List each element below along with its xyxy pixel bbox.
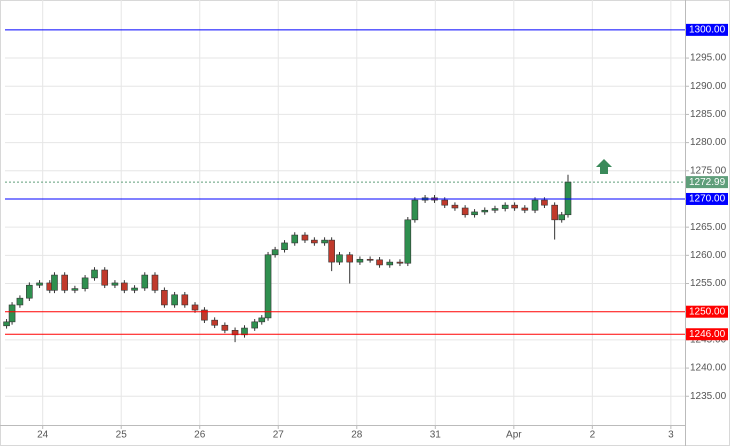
candle-body <box>51 274 58 291</box>
price-tag <box>686 176 728 189</box>
price-tag-label: 1246.00 <box>689 329 726 340</box>
y-tick-label: 1280.00 <box>690 137 727 148</box>
y-tick-label: 1255.00 <box>690 278 727 289</box>
candle-body <box>101 269 109 286</box>
plot-layer: 242526272831Apr231235.001240.001245.0012… <box>3 0 727 441</box>
candle-body <box>191 304 199 311</box>
candle-body <box>441 199 449 206</box>
candle-body <box>211 319 218 326</box>
y-tick-label: 1240.00 <box>690 363 727 374</box>
price-tag <box>686 328 728 341</box>
candle-body <box>131 287 138 291</box>
x-tick-label: 3 <box>668 430 674 441</box>
candle-body <box>291 234 299 244</box>
candle-body <box>481 209 489 213</box>
candle-body <box>171 294 178 306</box>
candle-body <box>404 219 412 264</box>
candle-body <box>121 282 128 291</box>
candle-body <box>201 309 208 321</box>
candle-body <box>386 261 394 266</box>
price-tag-label: 1250.00 <box>689 306 726 317</box>
candle-body <box>336 254 343 263</box>
price-tag-label: 1272.99 <box>689 177 726 188</box>
candle-body <box>461 207 469 216</box>
x-tick-label: 28 <box>351 430 363 441</box>
x-tick-label: 25 <box>116 430 128 441</box>
y-tick-label: 1295.00 <box>690 53 727 64</box>
candle-body <box>61 274 68 291</box>
candle-body <box>26 284 33 299</box>
candle-body <box>346 254 354 263</box>
x-tick-label: Apr <box>506 430 522 441</box>
candle-body <box>264 254 272 319</box>
candle-body <box>376 259 383 266</box>
candle-body <box>321 239 328 244</box>
candle-body <box>3 321 10 327</box>
y-tick-label: 1285.00 <box>690 109 727 120</box>
candle-body <box>151 274 159 291</box>
candle-body <box>471 211 478 216</box>
candle-body <box>531 199 539 211</box>
candle-body <box>551 204 558 221</box>
y-tick-label: 1265.00 <box>690 222 727 233</box>
candle-body <box>161 289 168 306</box>
x-tick-label: 26 <box>194 430 206 441</box>
buy-arrow <box>596 159 612 174</box>
candle-body <box>558 214 566 221</box>
candle-body <box>36 282 43 286</box>
candle-body <box>328 239 335 263</box>
candle-body <box>356 258 364 263</box>
x-tick-label: 24 <box>37 430 49 441</box>
candle-body <box>251 321 258 329</box>
candle-body <box>366 258 374 261</box>
price-tag <box>686 192 728 205</box>
candle-body <box>81 277 89 289</box>
price-tag-label: 1270.00 <box>689 194 726 205</box>
price-tag-label: 1300.00 <box>689 25 726 36</box>
candle-body <box>301 234 309 241</box>
candle-body <box>411 199 419 221</box>
candle-body <box>221 324 229 331</box>
y-tick-label: 1275.00 <box>690 165 727 176</box>
candle-body <box>396 261 404 264</box>
candle-body <box>451 204 459 209</box>
x-tick-label: 2 <box>590 430 596 441</box>
y-tick-label: 1235.00 <box>690 391 727 402</box>
candle-body <box>564 181 572 216</box>
candle-body <box>521 207 529 211</box>
candle-body <box>8 304 16 323</box>
candle-body <box>111 282 119 286</box>
y-tick-label: 1260.00 <box>690 250 727 261</box>
candle-body <box>71 288 79 291</box>
price-tag <box>686 23 728 36</box>
candle-body <box>281 242 288 251</box>
candle-body <box>181 294 189 306</box>
candle-body <box>311 239 318 244</box>
x-tick-label: 27 <box>273 430 285 441</box>
candle-body <box>16 297 24 306</box>
x-tick-label: 31 <box>430 430 442 441</box>
candle-body <box>141 274 149 289</box>
candle-body <box>91 269 98 279</box>
candle-body <box>241 327 248 336</box>
candle-body <box>491 208 499 211</box>
candle-body <box>231 330 239 336</box>
candle-body <box>271 249 279 256</box>
candle-body <box>541 199 548 206</box>
price-tag <box>686 305 728 318</box>
candle-body <box>511 204 518 209</box>
y-tick-label: 1290.00 <box>690 81 727 92</box>
candle-body <box>501 204 509 209</box>
candle-body <box>258 317 266 323</box>
